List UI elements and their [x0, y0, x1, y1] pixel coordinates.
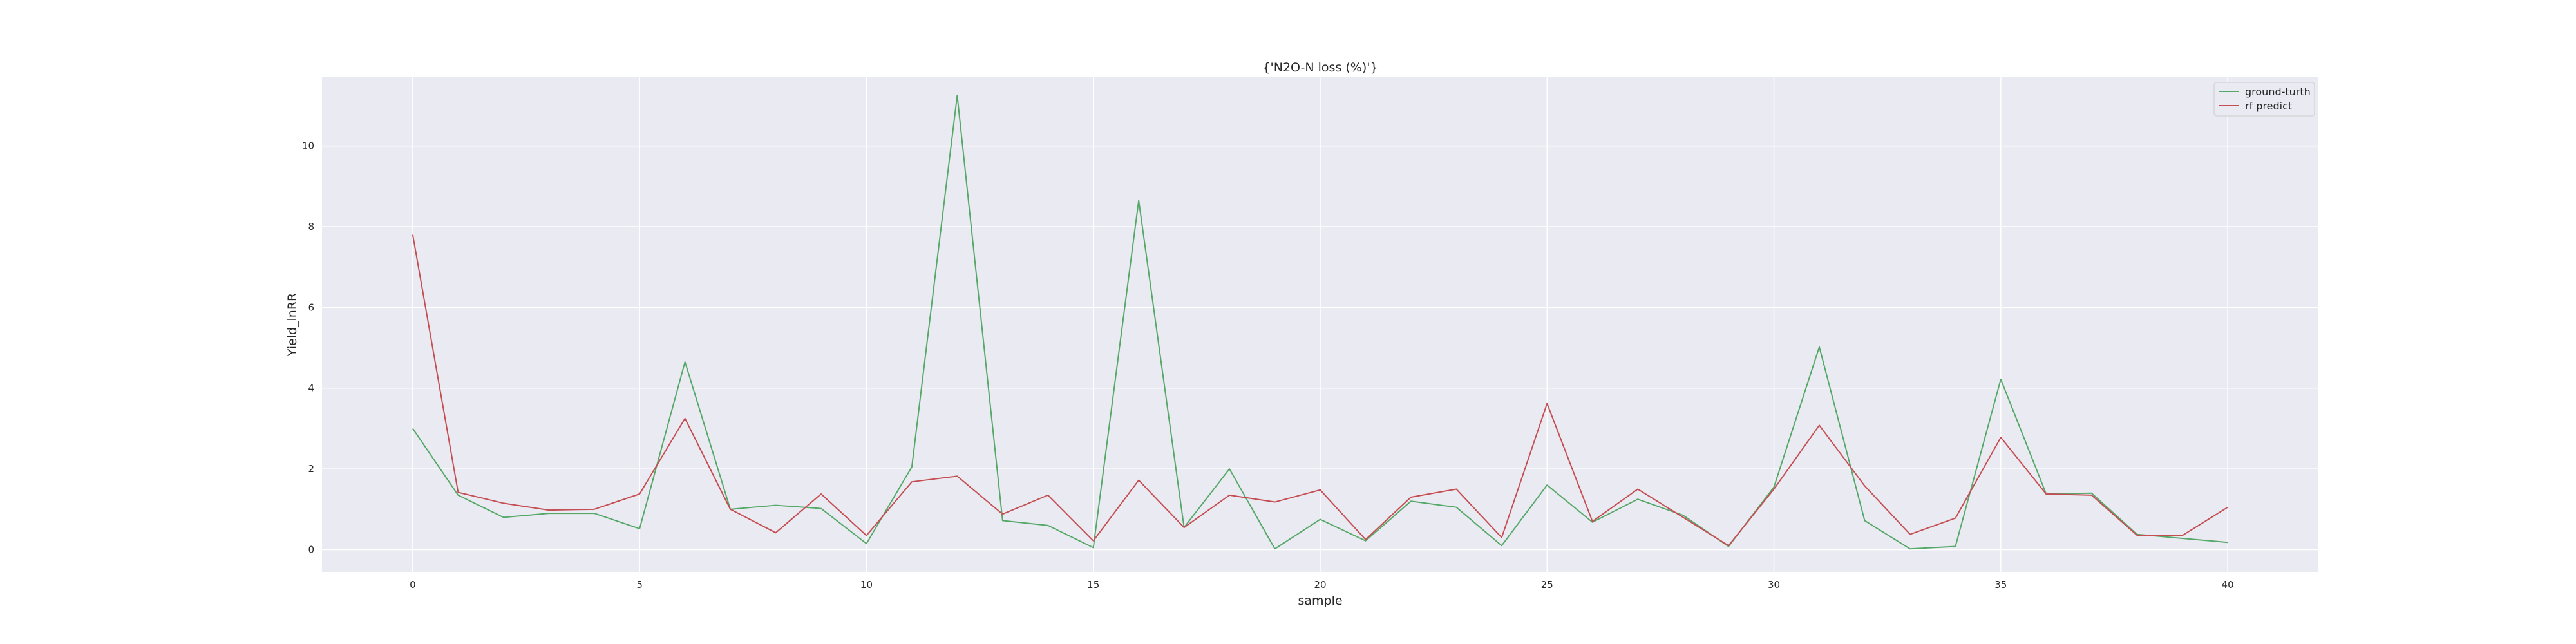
x-tick-label: 10 — [860, 579, 873, 591]
x-tick-label: 40 — [2222, 579, 2234, 591]
y-tick-labels: 0 2 4 6 8 10 — [302, 140, 314, 556]
grid — [322, 77, 2318, 572]
x-tick-label: 0 — [410, 579, 416, 591]
x-tick-label: 35 — [1994, 579, 2007, 591]
y-tick-label: 4 — [308, 383, 314, 394]
legend-box — [2213, 82, 2315, 117]
x-tick-label: 15 — [1087, 579, 1099, 591]
y-tick-label: 2 — [308, 463, 314, 475]
series-lines — [412, 95, 2228, 550]
x-axis-label: sample — [1298, 594, 1342, 608]
chart-title: {'N2O-N loss (%)'} — [1262, 61, 1378, 75]
series-line-rf-predict — [412, 234, 2228, 547]
y-tick-label: 10 — [302, 140, 314, 152]
x-tick-labels: 0 5 10 15 20 25 30 35 40 — [410, 579, 2234, 591]
x-tick-label: 5 — [636, 579, 643, 591]
y-tick-label: 0 — [308, 544, 314, 556]
legend: ground-turth rf predict — [2213, 82, 2315, 117]
series-line-ground-turth — [412, 95, 2228, 550]
x-tick-label: 20 — [1314, 579, 1326, 591]
y-axis-label: Yield_lnRR — [285, 293, 299, 357]
legend-label-rf-predict: rf predict — [2245, 100, 2292, 112]
y-tick-label: 8 — [308, 221, 314, 232]
y-tick-label: 6 — [308, 301, 314, 313]
x-tick-label: 30 — [1768, 579, 1780, 591]
legend-label-ground-turth: ground-turth — [2245, 86, 2311, 98]
x-tick-label: 25 — [1541, 579, 1553, 591]
